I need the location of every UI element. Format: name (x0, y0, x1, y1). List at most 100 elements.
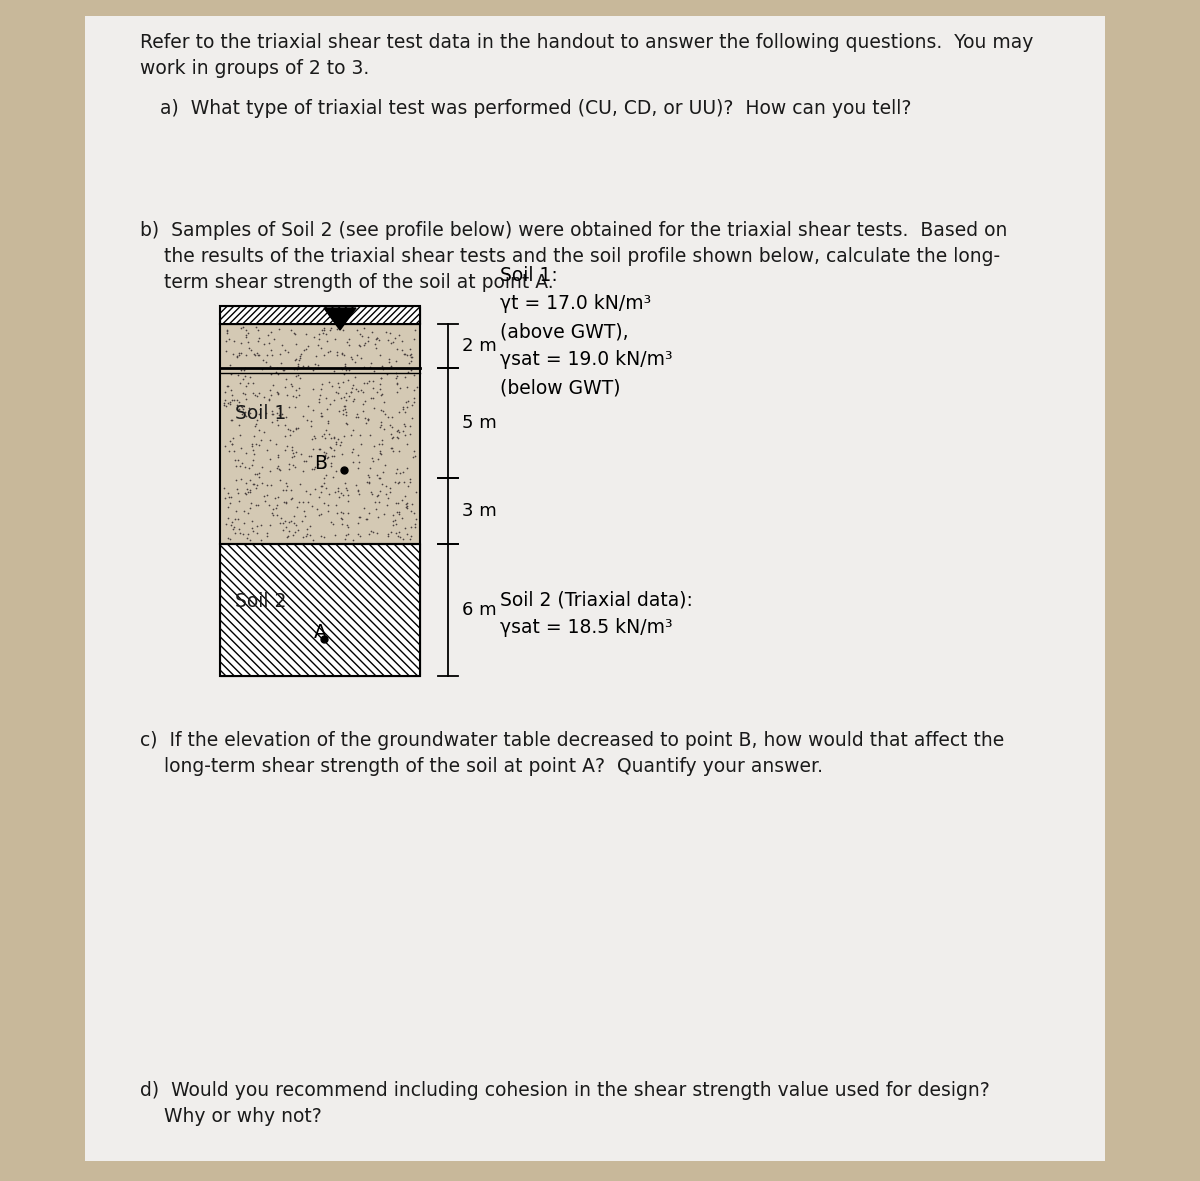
Point (218, 442, 238, 461)
Point (322, 457, 341, 476)
Point (221, 431, 240, 450)
Point (348, 458, 367, 477)
Point (347, 380, 366, 399)
Point (338, 524, 358, 543)
Point (256, 491, 275, 510)
Text: the results of the triaxial shear tests and the soil profile shown below, calcul: the results of the triaxial shear tests … (140, 247, 1000, 266)
Point (283, 456, 302, 475)
Point (299, 357, 318, 376)
Point (402, 396, 421, 415)
Point (337, 516, 356, 535)
Point (401, 469, 420, 488)
Point (386, 523, 406, 542)
Text: term shear strength of the soil at point A.: term shear strength of the soil at point… (140, 273, 553, 292)
Point (275, 340, 294, 359)
Point (241, 498, 260, 517)
Point (384, 442, 403, 461)
Point (336, 383, 355, 402)
Point (364, 361, 383, 380)
Point (296, 451, 316, 470)
Point (337, 481, 356, 500)
Point (336, 354, 355, 373)
Point (385, 472, 404, 491)
Point (404, 365, 424, 384)
Point (374, 393, 394, 412)
Point (338, 517, 358, 536)
Point (404, 514, 424, 533)
Point (238, 479, 257, 498)
Point (360, 472, 379, 491)
Point (222, 513, 241, 531)
Point (259, 333, 278, 352)
Point (221, 515, 240, 534)
Text: a)  What type of triaxial test was performed (CU, CD, or UU)?  How can you tell?: a) What type of triaxial test was perfor… (160, 99, 911, 118)
Point (284, 359, 304, 378)
Point (240, 483, 259, 502)
Point (368, 449, 388, 468)
Point (265, 329, 284, 348)
Point (258, 527, 277, 546)
Text: γsat = 19.0 kN/m³: γsat = 19.0 kN/m³ (500, 350, 673, 368)
Point (326, 462, 346, 481)
Point (336, 399, 355, 418)
Point (380, 324, 400, 342)
Point (287, 387, 306, 406)
Point (394, 422, 413, 441)
Point (290, 475, 310, 494)
Point (311, 441, 330, 459)
Point (263, 402, 282, 420)
Point (341, 383, 360, 402)
Point (352, 348, 371, 367)
Point (222, 391, 241, 410)
Point (370, 346, 389, 365)
Point (331, 509, 350, 528)
Point (227, 470, 246, 489)
Point (222, 435, 241, 454)
Point (216, 436, 235, 455)
Point (388, 374, 407, 393)
Point (270, 470, 289, 489)
Point (262, 340, 281, 359)
Point (276, 511, 295, 530)
Point (373, 402, 392, 420)
Point (359, 468, 378, 487)
Point (308, 439, 328, 458)
Point (288, 359, 307, 378)
Point (343, 376, 362, 394)
Point (344, 391, 364, 410)
Point (358, 410, 377, 429)
Point (386, 515, 406, 534)
Point (236, 484, 256, 503)
Point (406, 509, 425, 528)
Point (312, 483, 331, 502)
Point (228, 366, 247, 385)
Point (348, 407, 367, 426)
Point (246, 496, 265, 515)
Point (337, 333, 356, 352)
Point (370, 469, 389, 488)
Text: 3 m: 3 m (462, 502, 497, 520)
Point (390, 379, 409, 398)
Point (332, 509, 352, 528)
Point (397, 392, 416, 411)
Point (302, 496, 322, 515)
Point (276, 474, 295, 492)
Point (332, 515, 352, 534)
Point (402, 352, 421, 371)
Point (268, 496, 287, 515)
Point (248, 345, 268, 364)
Point (232, 318, 251, 337)
Point (290, 348, 310, 367)
Point (386, 339, 406, 358)
Point (268, 404, 287, 423)
Point (241, 494, 260, 513)
Point (236, 321, 256, 340)
Point (229, 399, 248, 418)
Point (402, 347, 421, 366)
Point (378, 496, 397, 515)
Point (247, 410, 266, 429)
Point (260, 516, 280, 535)
Point (354, 394, 373, 413)
Point (232, 344, 251, 363)
Point (284, 324, 304, 342)
